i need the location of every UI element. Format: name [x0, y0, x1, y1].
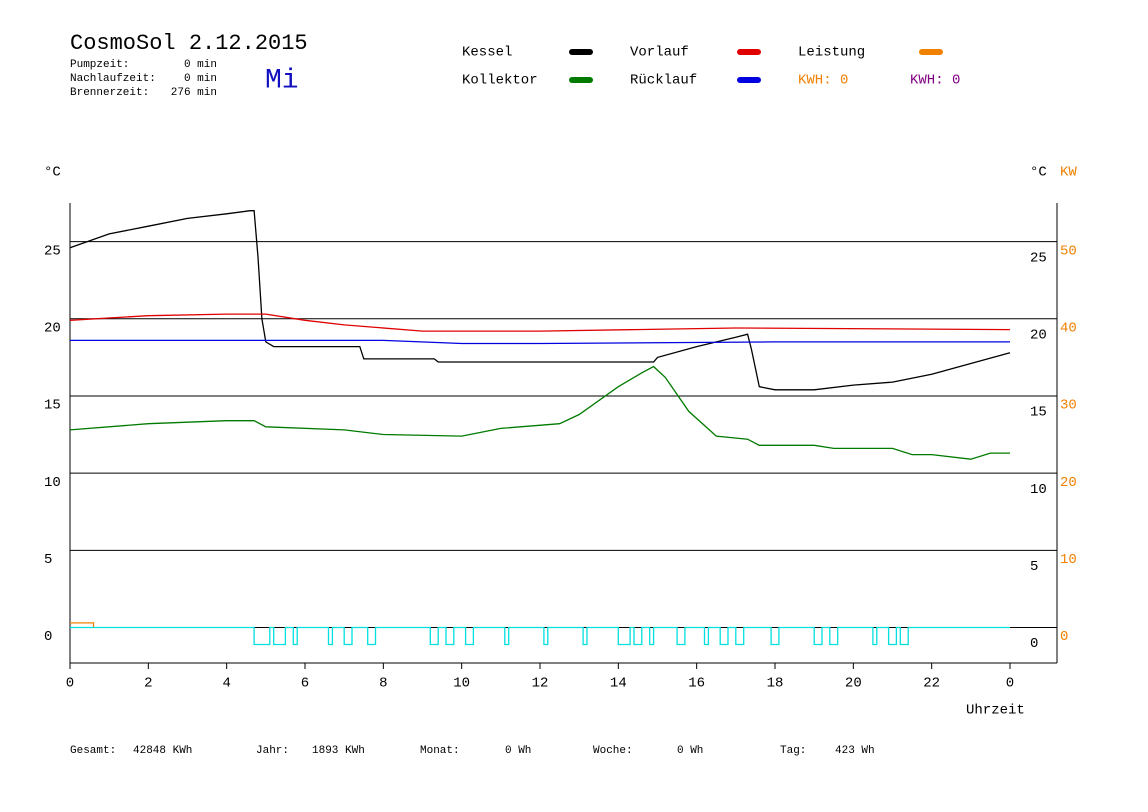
series-line — [69, 210, 1011, 391]
series-line — [69, 313, 1011, 332]
y-tick-label: 20 — [44, 320, 61, 336]
y2-axis-label: °C — [1030, 165, 1047, 181]
stat-label: Pumpzeit: — [70, 59, 129, 71]
y2-tick-label: 50 — [1060, 243, 1077, 259]
y2-tick-label: 40 — [1060, 320, 1077, 336]
y-tick-label-right: 5 — [1030, 559, 1038, 575]
x-tick-label: 10 — [453, 676, 470, 692]
y2-tick-label: 0 — [1060, 629, 1068, 645]
legend-label: Kollektor — [462, 73, 538, 89]
y-tick-label-right: 15 — [1030, 405, 1047, 421]
x-tick-label: 16 — [688, 676, 705, 692]
x-axis-label: Uhrzeit — [966, 703, 1025, 719]
x-tick-label: 14 — [610, 676, 627, 692]
stat-value: 0 min — [184, 73, 217, 85]
series-line — [70, 626, 1010, 646]
stat-label: Nachlaufzeit: — [70, 73, 156, 85]
x-tick-label: 0 — [66, 676, 74, 692]
stat-value: 0 min — [184, 59, 217, 71]
kwh-label: KWH: 0 — [910, 73, 960, 89]
x-tick-label: 6 — [301, 676, 309, 692]
y-tick-label-right: 0 — [1030, 636, 1038, 652]
footer-label: Gesamt: — [70, 745, 116, 757]
series-line — [70, 622, 95, 628]
y-tick-label-right: 10 — [1030, 482, 1047, 498]
y-tick-label: 15 — [44, 398, 61, 414]
footer-value: 0 Wh — [677, 745, 703, 757]
x-tick-label: 22 — [923, 676, 940, 692]
y-tick-label: 0 — [44, 629, 52, 645]
x-tick-label: 0 — [1006, 676, 1014, 692]
y2-tick-label: 20 — [1060, 475, 1077, 491]
chart-title: CosmoSol 2.12.2015 — [70, 31, 308, 56]
y-tick-label-right: 20 — [1030, 327, 1047, 343]
y-tick-label: 5 — [44, 552, 52, 568]
x-tick-label: 8 — [379, 676, 387, 692]
footer-label: Monat: — [420, 745, 460, 757]
y2-tick-label: 10 — [1060, 552, 1077, 568]
footer-label: Tag: — [780, 745, 806, 757]
footer-value: 42848 KWh — [133, 745, 192, 757]
legend-label: Leistung — [798, 45, 865, 61]
legend-label: Rücklauf — [630, 73, 697, 89]
x-tick-label: 20 — [845, 676, 862, 692]
y2-tick-label: 30 — [1060, 398, 1077, 414]
footer-value: 1893 KWh — [312, 745, 365, 757]
y-tick-label-right: 25 — [1030, 250, 1047, 266]
series-line — [70, 339, 1010, 345]
stat-value: 276 min — [171, 87, 217, 99]
day-label: Mi — [265, 65, 299, 96]
stat-label: Brennerzeit: — [70, 87, 149, 99]
footer-value: 423 Wh — [835, 745, 875, 757]
footer-label: Woche: — [593, 745, 633, 757]
kwh-label: KWH: 0 — [798, 73, 848, 89]
y-tick-label: 10 — [44, 475, 61, 491]
x-tick-label: 18 — [767, 676, 784, 692]
series-line — [69, 365, 1010, 460]
y-axis-label: °C — [44, 165, 61, 181]
legend-label: Kessel — [462, 45, 512, 61]
x-tick-label: 4 — [222, 676, 230, 692]
legend-label: Vorlauf — [630, 45, 689, 61]
footer-label: Jahr: — [256, 745, 289, 757]
y-tick-label: 25 — [44, 243, 61, 259]
x-tick-label: 2 — [144, 676, 152, 692]
footer-value: 0 Wh — [505, 745, 531, 757]
y2-unit-label: KW — [1060, 165, 1077, 181]
x-tick-label: 12 — [532, 676, 549, 692]
